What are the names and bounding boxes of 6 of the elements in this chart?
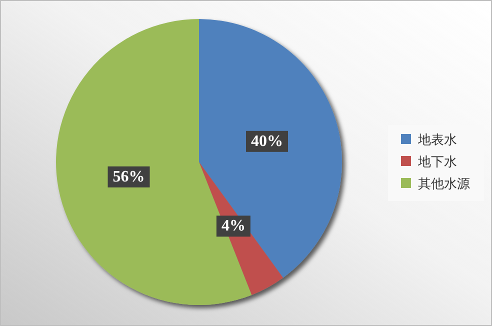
data-label: 56%	[112, 168, 145, 186]
legend-label: 其他水源	[418, 177, 470, 192]
legend-label: 地下水	[417, 155, 457, 170]
data-label: 4%	[221, 218, 246, 235]
legend-label: 地表水	[417, 133, 457, 148]
data-label: 40%	[251, 132, 283, 150]
